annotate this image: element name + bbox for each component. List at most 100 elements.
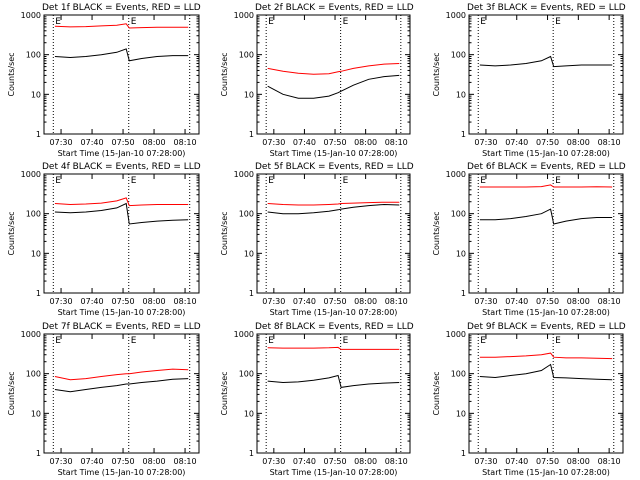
lld-series-line: [54, 368, 189, 381]
x-axis-label: Start Time (15-Jan-10 07:28:00): [58, 308, 186, 317]
y-tick-label: 100: [26, 51, 41, 60]
event-marker-label: E: [131, 17, 137, 27]
y-tick-label: 10: [244, 249, 254, 258]
x-tick-label: 07:30: [50, 138, 73, 147]
event-marker-label: E: [55, 176, 61, 186]
y-axis-label: Counts/sec: [7, 211, 16, 255]
y-tick-label: 1000: [234, 170, 254, 179]
lld-series-line: [54, 23, 189, 29]
y-tick-label: 100: [26, 210, 41, 219]
x-tick-label: 07:40: [505, 138, 528, 147]
plot-frame: [468, 14, 624, 135]
event-marker-label: E: [555, 17, 561, 27]
event-marker-label: E: [480, 336, 486, 346]
x-tick-label: 08:00: [354, 138, 377, 147]
x-tick-label: 08:10: [174, 138, 197, 147]
plot-frame: [43, 14, 200, 135]
y-tick-label: 1000: [446, 330, 466, 339]
event-marker-label: E: [268, 17, 274, 27]
y-tick-label: 10: [456, 409, 466, 418]
y-axis-label: Counts/sec: [220, 371, 229, 415]
y-tick-label: 1000: [21, 330, 41, 339]
event-marker-label: E: [55, 336, 61, 346]
events-series-line: [479, 208, 613, 225]
x-axis-label: Start Time (15-Jan-10 07:28:00): [482, 308, 610, 317]
events-series-line: [267, 203, 400, 215]
x-axis-label: Start Time (15-Jan-10 07:28:00): [58, 468, 186, 477]
lld-series-line: [479, 352, 613, 360]
x-tick-label: 08:00: [567, 457, 590, 466]
y-axis-label: Counts/sec: [7, 52, 16, 96]
panel-title: Det 5f BLACK = Events, RED = LLD: [255, 162, 414, 172]
x-tick-label: 07:40: [293, 297, 316, 306]
x-tick-label: 07:50: [536, 297, 559, 306]
x-axis-label: Start Time (15-Jan-10 07:28:00): [482, 468, 610, 477]
x-tick-label: 08:00: [567, 138, 590, 147]
lld-series-line: [479, 184, 613, 188]
events-series-line: [479, 55, 613, 68]
events-series-line: [267, 74, 400, 99]
panel-det-1: Det 1f BLACK = Events, RED = LLD 1 10 100 10…: [7, 3, 201, 158]
y-tick-label: 10: [31, 409, 41, 418]
panel-det-5: Det 5f BLACK = Events, RED = LLD 1 10 100 10…: [220, 162, 414, 317]
lld-series-line: [267, 63, 400, 75]
x-tick-label: 07:50: [323, 457, 346, 466]
event-marker-label: E: [480, 176, 486, 186]
x-tick-label: 07:50: [536, 138, 559, 147]
panel-title: Det 8f BLACK = Events, RED = LLD: [255, 322, 414, 332]
x-tick-label: 07:40: [81, 138, 104, 147]
x-tick-label: 07:50: [112, 138, 135, 147]
event-marker-label: E: [268, 176, 274, 186]
x-axis-label: Start Time (15-Jan-10 07:28:00): [58, 149, 186, 158]
y-tick-label: 100: [239, 51, 254, 60]
panel-title: Det 1f BLACK = Events, RED = LLD: [42, 3, 201, 13]
plot-frame: [468, 173, 624, 294]
x-tick-label: 08:10: [385, 138, 408, 147]
events-series-line: [267, 374, 400, 388]
plot-frame: [256, 14, 411, 135]
x-axis-label: Start Time (15-Jan-10 07:28:00): [482, 149, 610, 158]
panel-title: Det 4f BLACK = Events, RED = LLD: [42, 162, 201, 172]
x-tick-label: 08:00: [143, 297, 166, 306]
x-axis-label: Start Time (15-Jan-10 07:28:00): [270, 308, 398, 317]
x-tick-label: 08:00: [567, 297, 590, 306]
x-tick-label: 07:30: [474, 138, 497, 147]
x-tick-label: 08:10: [598, 457, 621, 466]
y-tick-label: 1: [249, 449, 254, 458]
x-tick-label: 08:10: [385, 457, 408, 466]
y-tick-label: 100: [451, 370, 466, 379]
panel-title: Det 6f BLACK = Events, RED = LLD: [467, 162, 626, 172]
x-tick-label: 07:30: [474, 297, 497, 306]
x-tick-label: 07:30: [50, 297, 73, 306]
x-axis-label: Start Time (15-Jan-10 07:28:00): [270, 468, 398, 477]
event-marker-label: E: [343, 17, 349, 27]
panel-det-4: Det 4f BLACK = Events, RED = LLD 1 10 100 10…: [7, 162, 201, 317]
event-marker-label: E: [131, 336, 137, 346]
event-marker-label: E: [131, 176, 137, 186]
x-tick-label: 07:50: [112, 297, 135, 306]
y-tick-label: 1: [36, 449, 41, 458]
y-tick-label: 1: [461, 289, 466, 298]
panel-det-8: Det 8f BLACK = Events, RED = LLD 1 10 100 10…: [220, 322, 414, 477]
lld-series-line: [267, 346, 400, 350]
x-tick-label: 08:10: [598, 297, 621, 306]
plot-frame: [43, 333, 200, 454]
y-tick-label: 1: [461, 130, 466, 139]
y-tick-label: 100: [26, 370, 41, 379]
x-tick-label: 07:50: [112, 457, 135, 466]
x-tick-label: 07:40: [505, 457, 528, 466]
y-tick-label: 1000: [21, 170, 41, 179]
x-tick-label: 07:50: [323, 297, 346, 306]
y-axis-label: Counts/sec: [220, 211, 229, 255]
x-tick-label: 07:30: [262, 457, 285, 466]
x-tick-label: 07:40: [293, 138, 316, 147]
event-marker-label: E: [343, 176, 349, 186]
event-marker-label: E: [55, 17, 61, 27]
x-tick-label: 08:10: [385, 297, 408, 306]
plot-frame: [256, 333, 411, 454]
y-tick-label: 1: [461, 449, 466, 458]
event-marker-label: E: [555, 336, 561, 346]
y-tick-label: 100: [239, 370, 254, 379]
y-tick-label: 10: [31, 249, 41, 258]
